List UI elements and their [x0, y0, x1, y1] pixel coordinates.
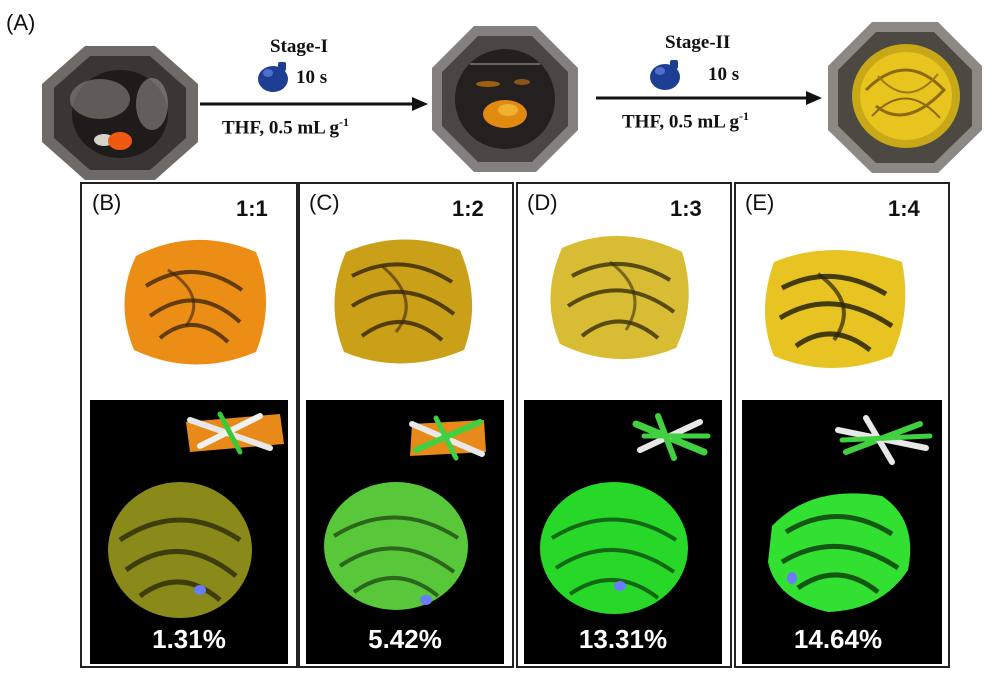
film-photo	[540, 222, 698, 372]
particle-model-icon	[835, 415, 933, 465]
film-photo	[322, 226, 482, 376]
panel-label: (E)	[745, 190, 775, 215]
stage2-time: 10 s	[708, 64, 740, 85]
ratio-label: 1:2	[452, 196, 484, 221]
efficiency-value: 13.31%	[579, 624, 667, 654]
uv-photo: 1.31%	[90, 400, 288, 664]
film-photo	[752, 232, 912, 382]
particle-model-icon	[186, 411, 284, 455]
hammer-ball-icon	[256, 60, 290, 94]
panel-label: (C)	[309, 190, 340, 215]
uv-photo: 5.42%	[306, 400, 504, 664]
efficiency-value: 5.42%	[368, 624, 442, 654]
ratio-label: 1:3	[670, 196, 702, 221]
ratio-label: 1:4	[888, 196, 920, 221]
film-photo	[116, 226, 272, 376]
panel-a-label: (A)	[6, 10, 36, 35]
uv-photo: 13.31%	[524, 400, 722, 664]
particle-model-icon	[409, 415, 486, 461]
panel-label: (D)	[527, 190, 558, 215]
stage2-arrow	[596, 91, 822, 105]
efficiency-value: 14.64%	[794, 624, 882, 654]
stage1-arrow	[200, 97, 428, 111]
uv-photo: 14.64%	[742, 400, 942, 664]
jar-photo-initial	[40, 44, 200, 182]
jar-photo-stage2	[826, 20, 984, 175]
stage2-title: Stage-II	[665, 32, 731, 53]
stage1-condition: THF, 0.5 mL g-1	[222, 115, 350, 139]
hammer-ball-icon	[648, 58, 682, 92]
jar-photo-stage1	[430, 24, 580, 174]
stage2-condition: THF, 0.5 mL g-1	[622, 109, 750, 133]
stage1-title: Stage-I	[270, 36, 329, 57]
stage1-time: 10 s	[296, 67, 328, 88]
panel-label: (B)	[92, 190, 122, 215]
efficiency-value: 1.31%	[152, 624, 226, 654]
particle-model-icon	[632, 413, 711, 461]
ratio-label: 1:1	[236, 196, 268, 221]
